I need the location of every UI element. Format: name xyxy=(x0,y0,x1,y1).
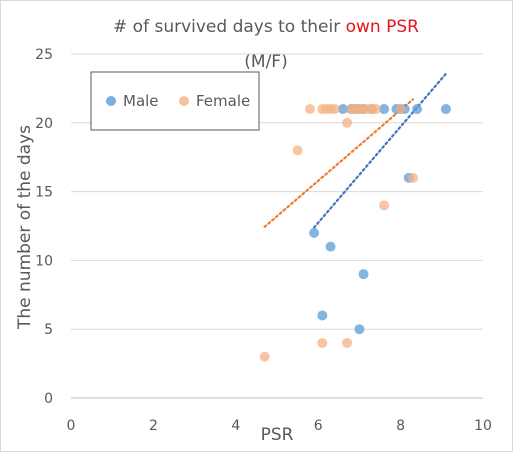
x-axis-title: PSR xyxy=(261,425,294,445)
point-male xyxy=(309,227,320,238)
chart-subtitle: (M/F) xyxy=(244,52,287,72)
x-tick-label: 4 xyxy=(231,418,240,434)
point-male xyxy=(358,269,369,280)
point-female xyxy=(304,104,315,115)
point-female xyxy=(329,104,340,115)
point-female xyxy=(317,337,328,348)
y-tick-label: 10 xyxy=(35,253,53,269)
chart-title-accent: own PSR xyxy=(346,17,420,37)
legend-label-male: Male xyxy=(123,92,159,110)
y-axis-title: The number of the days xyxy=(15,125,35,330)
point-female xyxy=(379,200,390,211)
point-male xyxy=(412,104,423,115)
y-tick-label: 25 xyxy=(35,47,53,63)
trendlines xyxy=(263,72,448,229)
trendline-male xyxy=(312,72,448,229)
y-tick-label: 15 xyxy=(35,185,53,201)
x-tick-label: 8 xyxy=(396,418,405,434)
legend-marker-male xyxy=(106,96,116,106)
legend: Male Female xyxy=(90,71,260,131)
y-tick-label: 0 xyxy=(44,391,53,407)
point-male xyxy=(317,310,328,321)
point-female xyxy=(370,104,381,115)
point-male xyxy=(354,324,365,335)
point-male xyxy=(337,104,348,115)
point-male xyxy=(379,104,390,115)
legend-marker-female xyxy=(179,96,189,106)
x-tick-label: 2 xyxy=(149,418,158,434)
point-female xyxy=(407,172,418,183)
point-female xyxy=(342,337,353,348)
chart-title-group: # of survived days to their own PSR xyxy=(113,17,419,37)
legend-label-female: Female xyxy=(196,92,250,110)
chart-title-part: # of survived days to their xyxy=(113,17,346,37)
point-male xyxy=(440,104,451,115)
x-tick-label: 0 xyxy=(67,418,76,434)
point-male xyxy=(325,241,336,252)
point-female xyxy=(259,351,270,362)
x-tick-label: 6 xyxy=(314,418,323,434)
point-female xyxy=(342,117,353,128)
x-tick-label: 10 xyxy=(474,418,492,434)
y-tick-label: 5 xyxy=(44,322,53,338)
point-female xyxy=(292,145,303,156)
legend-box xyxy=(90,71,260,131)
y-tick-label: 20 xyxy=(35,116,53,132)
point-female xyxy=(395,104,406,115)
axes: 0 5 10 15 20 25 0 2 4 6 8 10 xyxy=(35,47,492,434)
chart-title: # of survived days to their own PSR xyxy=(113,17,419,37)
data-points xyxy=(259,104,451,362)
trendline-female xyxy=(263,98,415,228)
